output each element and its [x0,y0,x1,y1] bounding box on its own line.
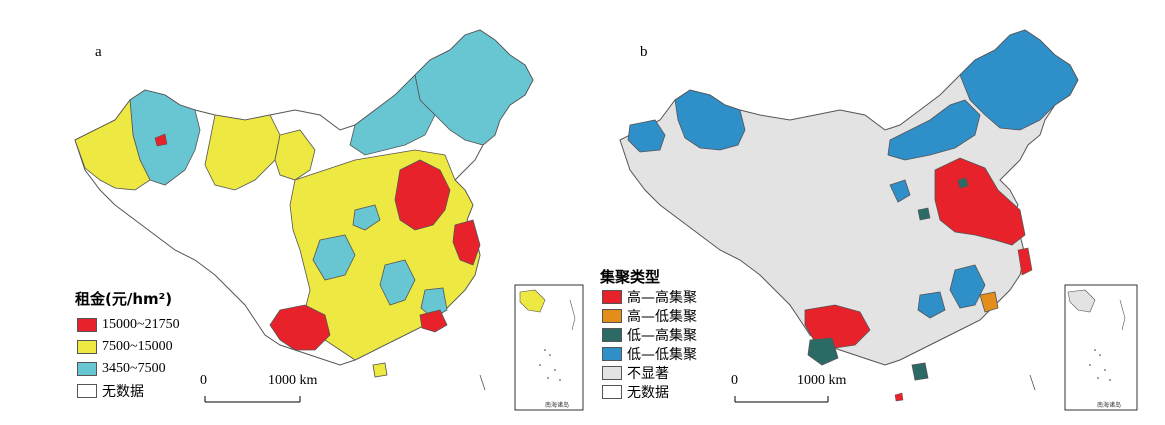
legend-b-title: 集聚类型 [600,268,661,286]
panel-a-label: a [95,44,102,60]
region-b-northeast [959,29,1079,131]
region-ningxia [274,129,316,181]
legend-a-item: 无数据 [77,382,144,400]
legend-b-swatch [602,347,622,361]
inset-b-caption: 南海诸岛 [1097,402,1122,409]
panel-b-label: b [640,44,648,60]
legend-a-item: 7500~15000 [77,338,173,356]
scale-a-start: 0 [200,373,207,388]
region-b-hh-north [934,157,1026,246]
region-b-lh-north [917,207,931,221]
region-b-inner-mongolia [887,99,981,161]
scale-b-end: 1000 km [797,373,847,388]
region-b-ll-south-2 [917,291,946,319]
region-red-guangdong [419,309,448,333]
legend-a-swatch [77,384,97,398]
inset-south-china-sea-a [479,284,584,411]
map-panel-b [619,29,1079,403]
legend-a-label: 15000~21750 [102,317,180,332]
legend-a-item: 15000~21750 [77,316,180,334]
inset-south-china-sea-b [1029,284,1138,411]
legend-a-swatch [77,340,97,354]
scale-bar-b [734,396,829,403]
inset-a-caption: 南海诸岛 [545,402,570,409]
region-cyan-patch-1 [312,234,356,281]
region-cyan-patch-2 [379,259,416,306]
region-cyan-patch-4 [352,204,381,231]
region-b-hh-east [1017,247,1033,276]
region-b-hh-small [894,392,904,402]
region-b-xinjiang-west [627,119,666,153]
legend-b-label: 不显著 [627,366,669,382]
legend-a-swatch [77,362,97,376]
region-red-east [452,219,481,266]
region-b-ll-south-1 [949,264,986,309]
legend-b-label: 低—高集聚 [627,328,697,344]
legend-b-swatch [602,366,622,380]
legend-b-label: 低—低集聚 [627,347,697,363]
region-b-lh-small [957,177,969,189]
region-b-hh-yunnan [804,304,871,349]
region-b-xinjiang [674,89,746,151]
region-red-northchina [394,159,451,231]
legend-b-item: 高—低集聚 [602,307,697,325]
legend-b-swatch [602,309,622,323]
map-panel-a [74,29,534,403]
legend-a-item: 3450~7500 [77,360,166,378]
region-xinjiang-west [74,98,151,191]
scale-a-end: 1000 km [268,373,318,388]
legend-a-title: 租金(元/hm²) [75,290,173,308]
legend-a-label: 3450~7500 [102,361,166,376]
legend-b-label: 无数据 [627,385,669,401]
region-b-hl [979,291,999,313]
region-red-small [154,133,168,147]
legend-a-label: 无数据 [102,385,144,400]
legend-b-item: 无数据 [602,383,669,401]
scale-bar-a [204,396,301,403]
region-northeast [414,29,534,146]
region-red-yunnan [269,304,331,351]
region-gansu [204,114,281,191]
legend-b-swatch [602,385,622,399]
legend-b-item: 高—高集聚 [602,288,697,306]
scale-b-start: 0 [731,373,738,388]
legend-a-label: 7500~15000 [102,339,173,354]
region-yellow-hainan [372,362,388,378]
region-b-ll-west [889,179,911,203]
region-inner-mongolia [349,74,436,156]
legend-b-item: 低—高集聚 [602,326,697,344]
legend-b-swatch [602,290,622,304]
legend-b-item: 低—低集聚 [602,345,697,363]
legend-b-label: 高—低集聚 [627,309,697,325]
region-b-hainan [911,362,929,381]
legend-b-item: 不显著 [602,364,669,382]
legend-b-swatch [602,328,622,342]
legend-a-swatch [77,318,97,332]
region-b-lh-yunnan [807,337,839,366]
legend-b-label: 高—高集聚 [627,290,697,306]
